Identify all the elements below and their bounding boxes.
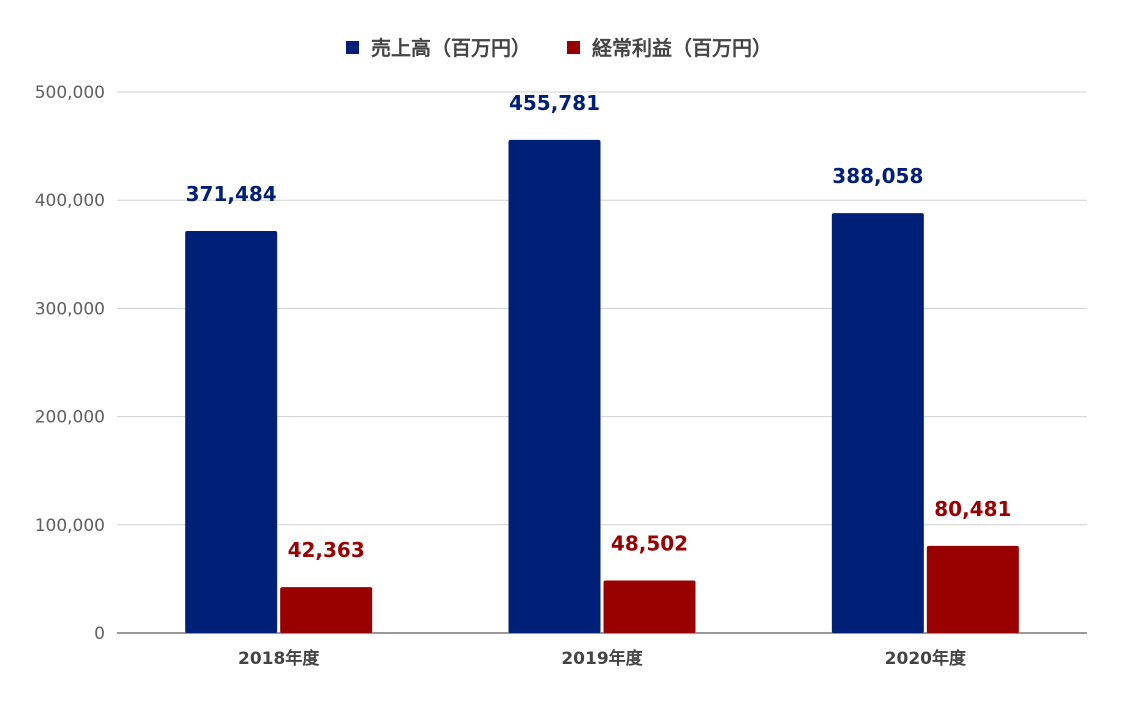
- bar-sales-1: [508, 139, 601, 633]
- legend: 売上高（百万円） 経常利益（百万円）: [346, 36, 772, 60]
- bar-sales-0: [185, 231, 278, 633]
- bar-profit-2: [926, 545, 1019, 633]
- data-label-sales-2: 388,058: [832, 164, 923, 188]
- data-label-profit-0: 42,363: [288, 538, 365, 562]
- data-label-profit-2: 80,481: [934, 497, 1011, 521]
- data-label-sales-0: 371,484: [186, 182, 277, 206]
- y-tick-label: 300,000: [35, 299, 105, 319]
- legend-swatch-sales: [346, 41, 359, 54]
- bar-profit-0: [280, 587, 373, 633]
- gridlines: [117, 91, 1087, 634]
- data-labels: 371,484 42,363 455,781 48,502 388,058 80,481: [186, 91, 1012, 562]
- y-tick-label: 500,000: [35, 83, 105, 103]
- x-category-label: 2020年度: [885, 648, 967, 669]
- legend-label-sales: 売上高（百万円）: [371, 36, 531, 60]
- y-tick-label: 200,000: [35, 408, 105, 428]
- legend-label-profit: 経常利益（百万円）: [592, 36, 772, 60]
- data-label-sales-1: 455,781: [509, 91, 600, 115]
- x-axis-categories: 2018年度 2019年度 2020年度: [238, 648, 967, 669]
- y-tick-label: 0: [94, 624, 105, 644]
- x-category-label: 2019年度: [561, 648, 643, 669]
- legend-swatch-profit: [567, 41, 580, 54]
- data-label-profit-1: 48,502: [611, 532, 688, 556]
- y-tick-label: 100,000: [35, 516, 105, 536]
- y-tick-label: 400,000: [35, 191, 105, 211]
- bar-sales-2: [831, 213, 924, 633]
- y-axis-ticks: 0 100,000 200,000 300,000 400,000 500,000: [35, 83, 105, 644]
- bar-profit-1: [603, 580, 696, 633]
- bars: [185, 139, 1019, 633]
- x-category-label: 2018年度: [238, 648, 320, 669]
